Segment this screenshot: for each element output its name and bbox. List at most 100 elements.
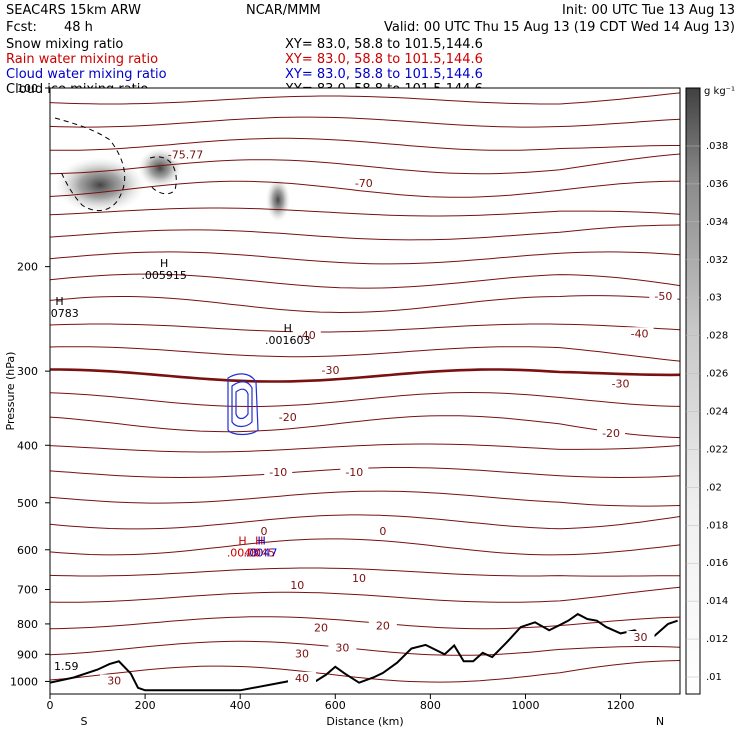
isotherm-label: 30	[335, 641, 349, 654]
colorbar-label: .012	[706, 634, 728, 645]
colorbar-label: .022	[706, 444, 728, 455]
maximum-value: .0043	[227, 547, 259, 560]
colorbar-label: .016	[706, 558, 728, 569]
isotherm-label-bg	[307, 621, 336, 634]
colorbar-label: .01	[706, 672, 722, 683]
isotherm-label: 0	[260, 525, 267, 538]
maximum-marker: H	[257, 535, 265, 548]
colorbar-label: .03	[706, 293, 722, 304]
isotherm-line	[50, 538, 680, 556]
colorbar	[685, 87, 701, 695]
colorbar-label: .036	[706, 179, 728, 190]
isotherm-label-bg	[249, 524, 278, 537]
axes: 0 200 400 600 800 1000 12001002003004005006007…	[10, 82, 635, 712]
center-label: NCAR/MMM	[246, 3, 321, 18]
colorbar-label: .028	[706, 331, 728, 342]
field-name-snow: Snow mixing ratio	[6, 37, 123, 52]
y-tick-label: 500	[17, 497, 38, 510]
terrain-surface-line	[50, 612, 678, 692]
x-tick-label: 600	[325, 699, 346, 712]
isotherm-label: 10	[290, 579, 304, 592]
isotherm-lines	[50, 92, 680, 683]
isotherm-label-bg	[345, 571, 374, 584]
isotherm-line	[50, 273, 680, 289]
valid-time: Valid: 00 UTC Thu 15 Aug 13 (19 CDT Wed …	[384, 20, 735, 35]
maximum-value: .00783	[40, 307, 79, 320]
isotherm-label-bg	[288, 671, 316, 684]
isotherm-label: -20	[279, 411, 297, 424]
maximum-marker: H	[284, 322, 292, 335]
isotherm-label: -10	[269, 466, 287, 479]
colorbar-label: .038	[706, 141, 728, 152]
colorbar-label: .034	[706, 217, 728, 228]
init-time: Init: 00 UTC Tue 13 Aug 13	[562, 3, 735, 18]
forecast-label: Fcst:	[6, 20, 37, 35]
colorbar-label: .02	[706, 482, 722, 493]
isotherm-label-bg	[292, 329, 321, 342]
maximum-marker: H	[160, 257, 168, 270]
colorbar-unit: g kg⁻¹	[704, 86, 735, 97]
isotherm-label: -30	[612, 378, 630, 391]
isotherm-label-bg	[626, 631, 655, 644]
y-tick-label: 200	[17, 261, 38, 274]
isotherm-label: -30	[322, 364, 340, 377]
x-tick-label: 400	[230, 699, 251, 712]
field-name-cloud-water: Cloud water mixing ratio	[6, 67, 167, 82]
isotherm-label-bg	[328, 641, 357, 654]
isotherm-label-bg	[368, 619, 397, 632]
colorbar-label: .032	[706, 255, 728, 266]
isotherm-label: 30	[295, 647, 309, 660]
isotherm-line	[50, 251, 680, 265]
x-tick-label: 1200	[607, 699, 635, 712]
x-tick-label: 0	[47, 699, 54, 712]
isotherm-label-bg	[649, 289, 678, 302]
cloud-water-contour	[227, 373, 259, 436]
isotherm-label-bg	[171, 148, 200, 161]
isotherm-label-bg	[316, 364, 345, 377]
isotherm-label: -40	[298, 329, 316, 342]
maximum-value: .0045	[243, 547, 275, 560]
isotherm-line	[50, 295, 680, 314]
isotherm-line	[50, 224, 680, 241]
ice-cloud-blob	[55, 157, 145, 213]
isotherm-label: -10	[345, 466, 363, 479]
isotherm-line	[50, 180, 680, 198]
colorbar-label: .024	[706, 407, 728, 418]
colorbar-label: .018	[706, 520, 728, 531]
isotherm-line	[50, 92, 680, 105]
isotherm-label: 10	[352, 572, 366, 585]
cloud-water-contour	[235, 388, 249, 420]
isotherm-label: -40	[631, 327, 649, 340]
isotherm-label: -20	[602, 427, 620, 440]
y-tick-label: 800	[17, 618, 38, 631]
isotherm-line	[50, 368, 680, 383]
isotherm-line	[50, 490, 680, 507]
isotherm-line	[50, 514, 680, 530]
field-xy-snow: XY= 83.0, 58.8 to 101.5,144.6	[285, 37, 483, 52]
isotherm-label: 40	[295, 672, 309, 685]
isotherm-line	[50, 323, 680, 333]
isotherm-line	[50, 346, 680, 362]
model-title: SEAC4RS 15km ARW	[6, 3, 141, 18]
isotherm-line	[50, 137, 680, 151]
isotherm-line	[50, 153, 680, 175]
isotherm-label-bg	[597, 427, 626, 440]
maximum-value: .005915	[141, 269, 187, 282]
plot-background	[50, 88, 680, 694]
isotherm-line	[50, 207, 680, 217]
isotherm-label: 30	[107, 674, 121, 687]
isotherm-label: 30	[634, 631, 648, 644]
isotherm-label-bg	[368, 524, 397, 537]
isotherm-label-bg	[100, 674, 129, 687]
y-tick-label: 600	[17, 544, 38, 557]
isotherm-label-bg	[606, 377, 635, 390]
isotherm-label-bg	[625, 327, 654, 340]
isotherm-label: 20	[314, 622, 328, 635]
cloud-water-contours	[227, 373, 259, 436]
ice-cloud-blob	[266, 178, 290, 222]
isotherm-label: 0	[379, 525, 386, 538]
maximum-marker: H	[255, 535, 263, 548]
isotherm-line	[50, 640, 680, 656]
mixing-ratio-shading	[55, 148, 290, 222]
isotherm-line	[50, 567, 680, 577]
